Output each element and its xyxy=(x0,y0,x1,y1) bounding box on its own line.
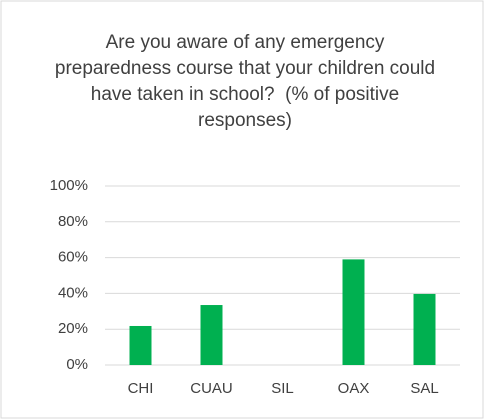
chart-title: Are you aware of any emergency preparedn… xyxy=(54,32,441,131)
x-tick-label: SIL xyxy=(271,380,294,397)
x-tick-label: CHI xyxy=(128,380,154,397)
x-tick-label: CUAU xyxy=(190,380,233,397)
x-tick-label: SAL xyxy=(410,380,438,397)
bar xyxy=(129,325,152,365)
y-tick-label: 100% xyxy=(50,177,88,194)
y-tick-label: 0% xyxy=(66,356,88,373)
bar xyxy=(342,259,365,365)
y-tick-label: 80% xyxy=(58,213,88,230)
bar xyxy=(200,305,223,365)
y-tick-label: 60% xyxy=(58,249,88,266)
x-tick-label: OAX xyxy=(338,380,370,397)
y-tick-label: 20% xyxy=(58,320,88,337)
y-tick-label: 40% xyxy=(58,284,88,301)
bar xyxy=(413,293,436,365)
